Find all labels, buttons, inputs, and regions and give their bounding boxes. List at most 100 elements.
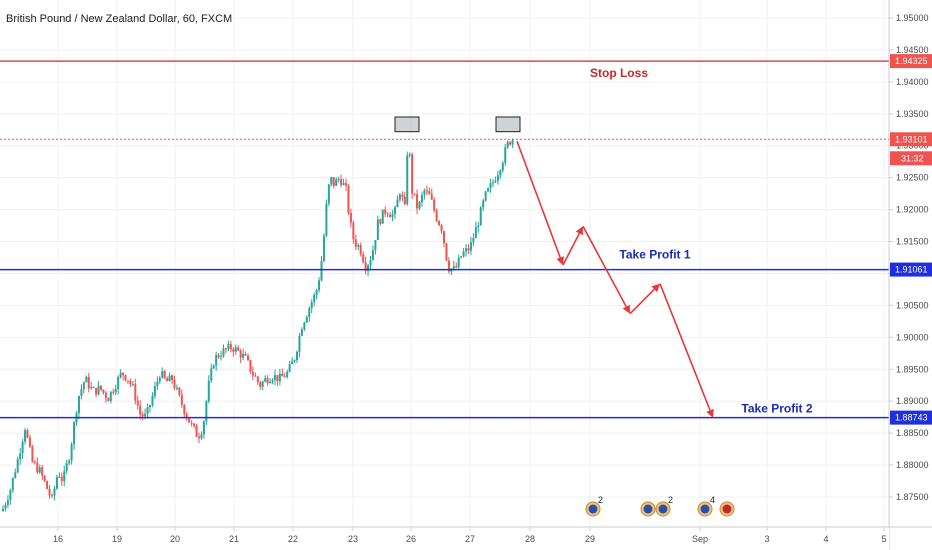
candle-body xyxy=(229,344,232,350)
event-count: 2 xyxy=(598,495,603,505)
candle-body xyxy=(6,500,9,505)
x-tick-label: 27 xyxy=(465,534,475,544)
candle-body xyxy=(308,308,311,318)
candle-body xyxy=(411,154,414,194)
x-tick-label: 23 xyxy=(348,534,358,544)
candle-body xyxy=(261,381,264,387)
candle-body xyxy=(153,386,156,397)
candle-body xyxy=(16,459,19,473)
candle-body xyxy=(298,335,301,352)
candle-body xyxy=(504,147,507,163)
candle-body xyxy=(327,184,330,204)
candle-body xyxy=(469,242,472,251)
countdown-label: 31:32 xyxy=(901,153,924,163)
price-tag-label: 1.91061 xyxy=(895,265,928,275)
candle-body xyxy=(487,188,490,192)
projection-arrow-line xyxy=(582,225,627,308)
candle-body xyxy=(394,207,396,215)
x-tick-label: 28 xyxy=(525,534,535,544)
candle-body xyxy=(158,377,161,382)
candle-body xyxy=(92,387,95,389)
candle-body xyxy=(156,381,159,387)
candle-body xyxy=(369,260,372,266)
candle-body xyxy=(90,387,93,389)
x-tick-label: 26 xyxy=(406,534,416,544)
candle-body xyxy=(43,475,46,482)
event-count: 2 xyxy=(668,495,673,505)
candle-body xyxy=(122,372,125,376)
projection-arrows xyxy=(516,140,714,418)
candle-body xyxy=(2,508,4,512)
candle-body xyxy=(244,354,247,356)
candle-body xyxy=(467,248,470,251)
candle-body xyxy=(202,421,205,435)
candle-body xyxy=(501,162,504,171)
candle-body xyxy=(46,481,49,489)
candle-body xyxy=(396,199,399,208)
candle-body xyxy=(28,437,31,447)
candle-body xyxy=(193,423,196,427)
candle-body xyxy=(278,373,281,382)
candle-body xyxy=(511,139,514,145)
y-tick-label: 1.93500 xyxy=(896,109,929,119)
candle-body xyxy=(428,190,431,195)
candle-body xyxy=(492,182,494,184)
candle-body xyxy=(119,372,122,378)
x-tick-label: 5 xyxy=(881,534,886,544)
countdown-tag xyxy=(890,151,932,166)
candle-body xyxy=(97,385,100,395)
candle-body xyxy=(166,378,169,382)
projection-arrowhead xyxy=(622,304,630,314)
candle-body xyxy=(273,375,276,381)
candle-body xyxy=(249,359,252,372)
candle-body xyxy=(296,351,298,361)
x-tick-label: 16 xyxy=(53,534,63,544)
candle-body xyxy=(482,200,485,208)
event-count: 4 xyxy=(710,495,715,505)
candle-body xyxy=(141,414,144,417)
candle-body xyxy=(345,183,347,186)
candle-body xyxy=(215,355,218,366)
annotation-label: Stop Loss xyxy=(590,66,648,80)
candle-body xyxy=(452,266,455,269)
candle-body xyxy=(183,404,186,415)
candle-body xyxy=(420,194,423,203)
candle-body xyxy=(112,391,115,393)
candle-body xyxy=(31,446,34,462)
candle-body xyxy=(447,260,450,272)
candle-body xyxy=(293,360,296,362)
candle-body xyxy=(433,199,436,211)
candle-body xyxy=(335,179,338,186)
candle-body xyxy=(416,194,419,209)
candle-body xyxy=(102,389,105,393)
candle-body xyxy=(286,371,289,377)
y-tick-label: 1.88500 xyxy=(896,428,929,438)
candle-body xyxy=(63,471,66,482)
candle-body xyxy=(330,177,333,185)
candle-body xyxy=(131,383,134,385)
candle-body xyxy=(234,347,237,352)
candle-body xyxy=(408,154,411,156)
x-tick-label: 19 xyxy=(112,534,122,544)
x-tick-label: Sep xyxy=(692,534,708,544)
annotation-label: Take Profit 2 xyxy=(741,402,812,416)
candle-body xyxy=(425,190,428,192)
candle-body xyxy=(171,375,174,381)
x-tick-label: 29 xyxy=(585,534,595,544)
highlight-box xyxy=(495,116,521,133)
candle-body xyxy=(19,453,22,460)
candle-body xyxy=(87,376,90,389)
candle-body xyxy=(291,361,294,365)
candle-body xyxy=(322,235,325,262)
candle-body xyxy=(364,262,367,271)
candle-body xyxy=(354,239,357,247)
candle-body xyxy=(200,434,203,439)
candle-body xyxy=(310,302,313,309)
candle-body xyxy=(41,467,44,476)
candle-body xyxy=(305,317,308,323)
candle-body xyxy=(222,348,225,357)
x-tick-label: 21 xyxy=(229,534,239,544)
candle-body xyxy=(190,422,193,424)
